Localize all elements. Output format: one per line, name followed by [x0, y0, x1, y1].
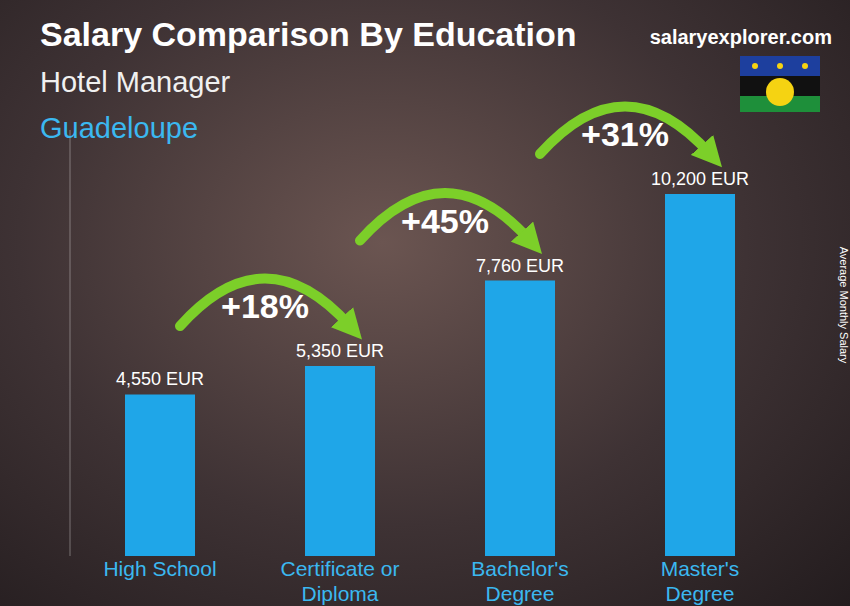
svg-text:Certificate orDiploma: Certificate orDiploma — [280, 557, 399, 605]
svg-text:+45%: +45% — [401, 202, 489, 240]
svg-text:10,200 EUR: 10,200 EUR — [651, 169, 749, 189]
svg-text:5,350 EUR: 5,350 EUR — [296, 341, 384, 361]
svg-text:+31%: +31% — [581, 115, 669, 153]
svg-text:Average Monthly Salary: Average Monthly Salary — [838, 247, 842, 364]
svg-text:Salary Comparison By Education: Salary Comparison By Education — [40, 15, 577, 53]
svg-text:7,760 EUR: 7,760 EUR — [476, 256, 564, 276]
svg-text:Hotel Manager: Hotel Manager — [40, 66, 231, 98]
svg-text:+18%: +18% — [221, 287, 309, 325]
svg-text:Bachelor'sDegree: Bachelor'sDegree — [471, 557, 568, 605]
svg-text:Master'sDegree: Master'sDegree — [661, 557, 740, 605]
svg-text:High School: High School — [103, 557, 216, 580]
svg-text:Guadeloupe: Guadeloupe — [40, 112, 198, 144]
svg-text:salaryexplorer.com: salaryexplorer.com — [650, 26, 832, 48]
svg-text:4,550 EUR: 4,550 EUR — [116, 369, 204, 389]
